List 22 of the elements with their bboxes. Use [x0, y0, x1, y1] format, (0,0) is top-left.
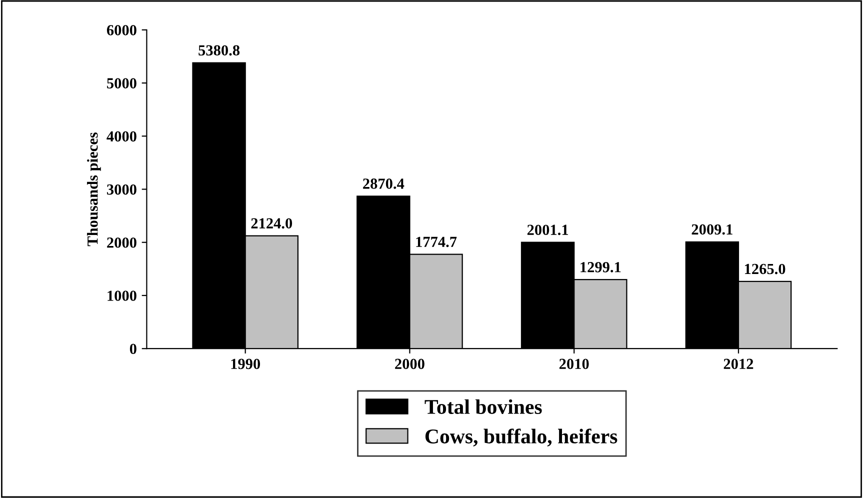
data-label: 5380.8 [198, 45, 240, 56]
data-label: 1774.7 [416, 236, 457, 248]
y-tick-label: 4000 [106, 131, 136, 142]
legend-label: Cows, buffalo, heifers [425, 428, 618, 446]
y-tick-label: 2000 [107, 238, 136, 248]
data-label: 1265.0 [745, 264, 786, 274]
data-label: 1299.1 [580, 262, 621, 272]
x-tick-label: 2010 [559, 358, 589, 370]
y-tick-label: 5000 [107, 78, 136, 88]
x-tick-label: 2012 [724, 358, 754, 370]
x-tick-label: 1990 [231, 358, 260, 370]
y-tick-label: 0 [130, 344, 136, 354]
data-label: 2001.1 [527, 224, 568, 236]
data-label: 2124.0 [251, 218, 292, 229]
y-tick-label: 3000 [107, 184, 136, 195]
data-label: 2870.4 [363, 178, 404, 189]
legend-label: Total bovines [424, 399, 542, 414]
data-label: 2009.1 [692, 224, 732, 235]
y-tick-label: 1000 [108, 290, 136, 301]
x-tick-label: 2000 [395, 358, 424, 370]
y-axis-title: Thousands pieces [87, 132, 101, 246]
y-tick-label: 6000 [106, 25, 136, 36]
